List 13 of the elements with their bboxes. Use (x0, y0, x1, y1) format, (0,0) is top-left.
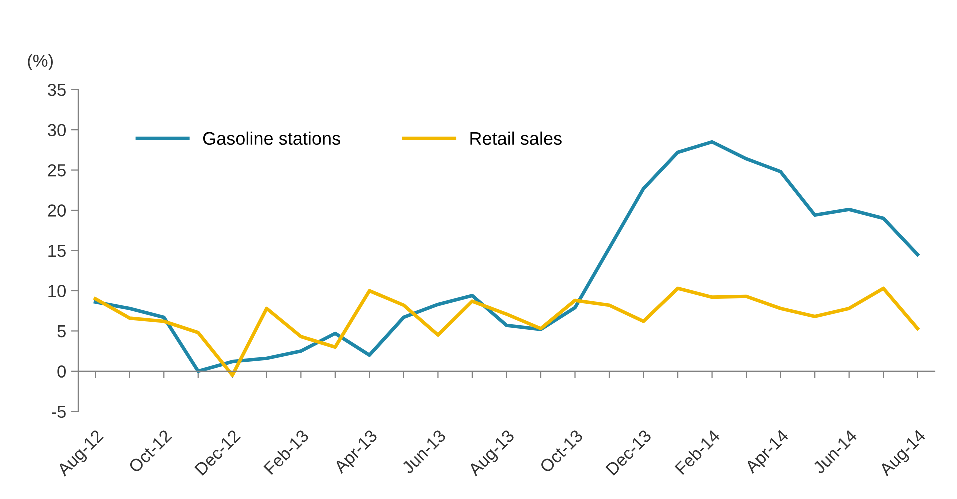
y-tick-label: 35 (48, 84, 66, 96)
y-tick-label: 5 (58, 326, 66, 338)
y-tick-label: 0 (58, 366, 66, 378)
y-tick-label: 30 (48, 124, 66, 137)
line-series (94, 286, 920, 378)
y-tick-label: -5 (52, 406, 66, 418)
y-tick-label: 15 (48, 245, 66, 258)
legend-label: Retail sales (470, 132, 562, 146)
y-axis-title: (%) (28, 54, 54, 70)
y-tick-label: 20 (48, 204, 66, 217)
y-tick-label: 25 (48, 164, 66, 177)
legend-label: Gasoline stations (203, 132, 340, 146)
y-tick-label: 10 (48, 285, 66, 298)
